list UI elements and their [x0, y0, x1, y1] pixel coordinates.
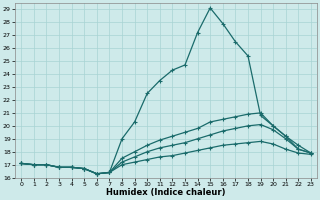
X-axis label: Humidex (Indice chaleur): Humidex (Indice chaleur) — [106, 188, 226, 197]
